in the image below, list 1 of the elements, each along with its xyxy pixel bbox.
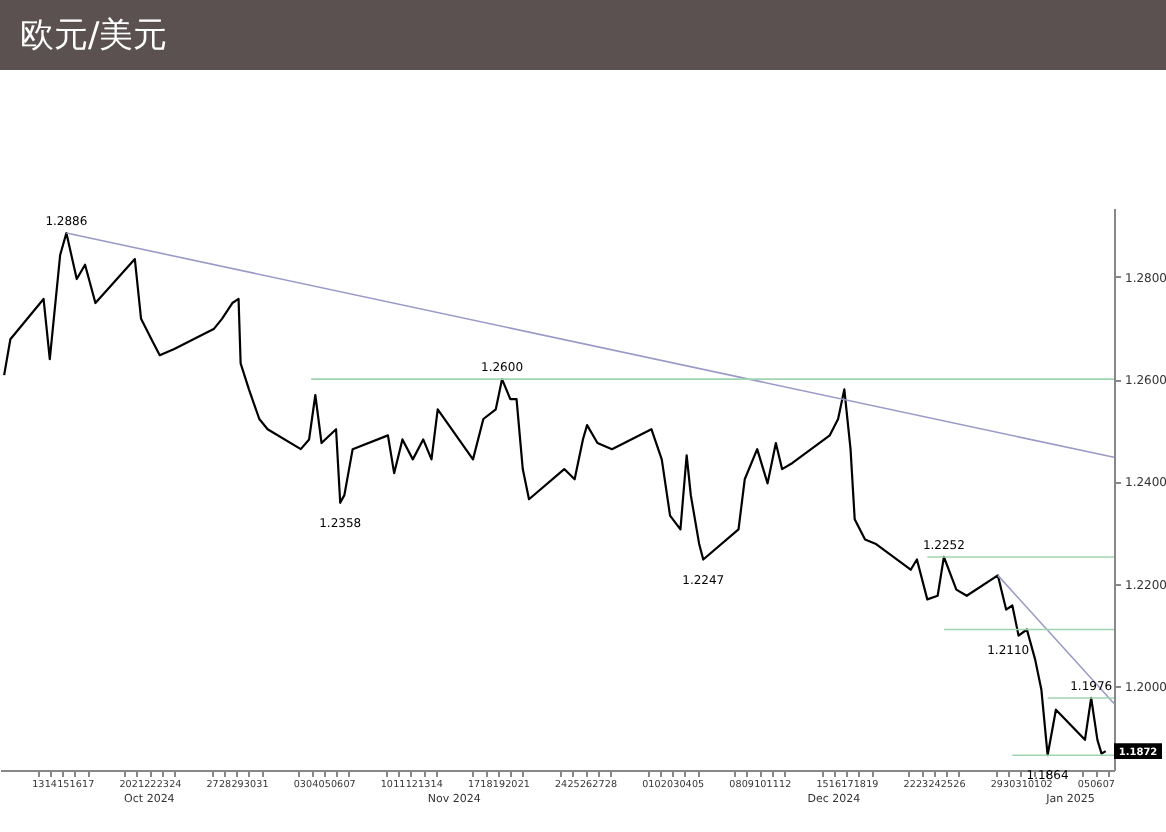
chart-title: 欧元/美元 <box>20 16 168 56</box>
